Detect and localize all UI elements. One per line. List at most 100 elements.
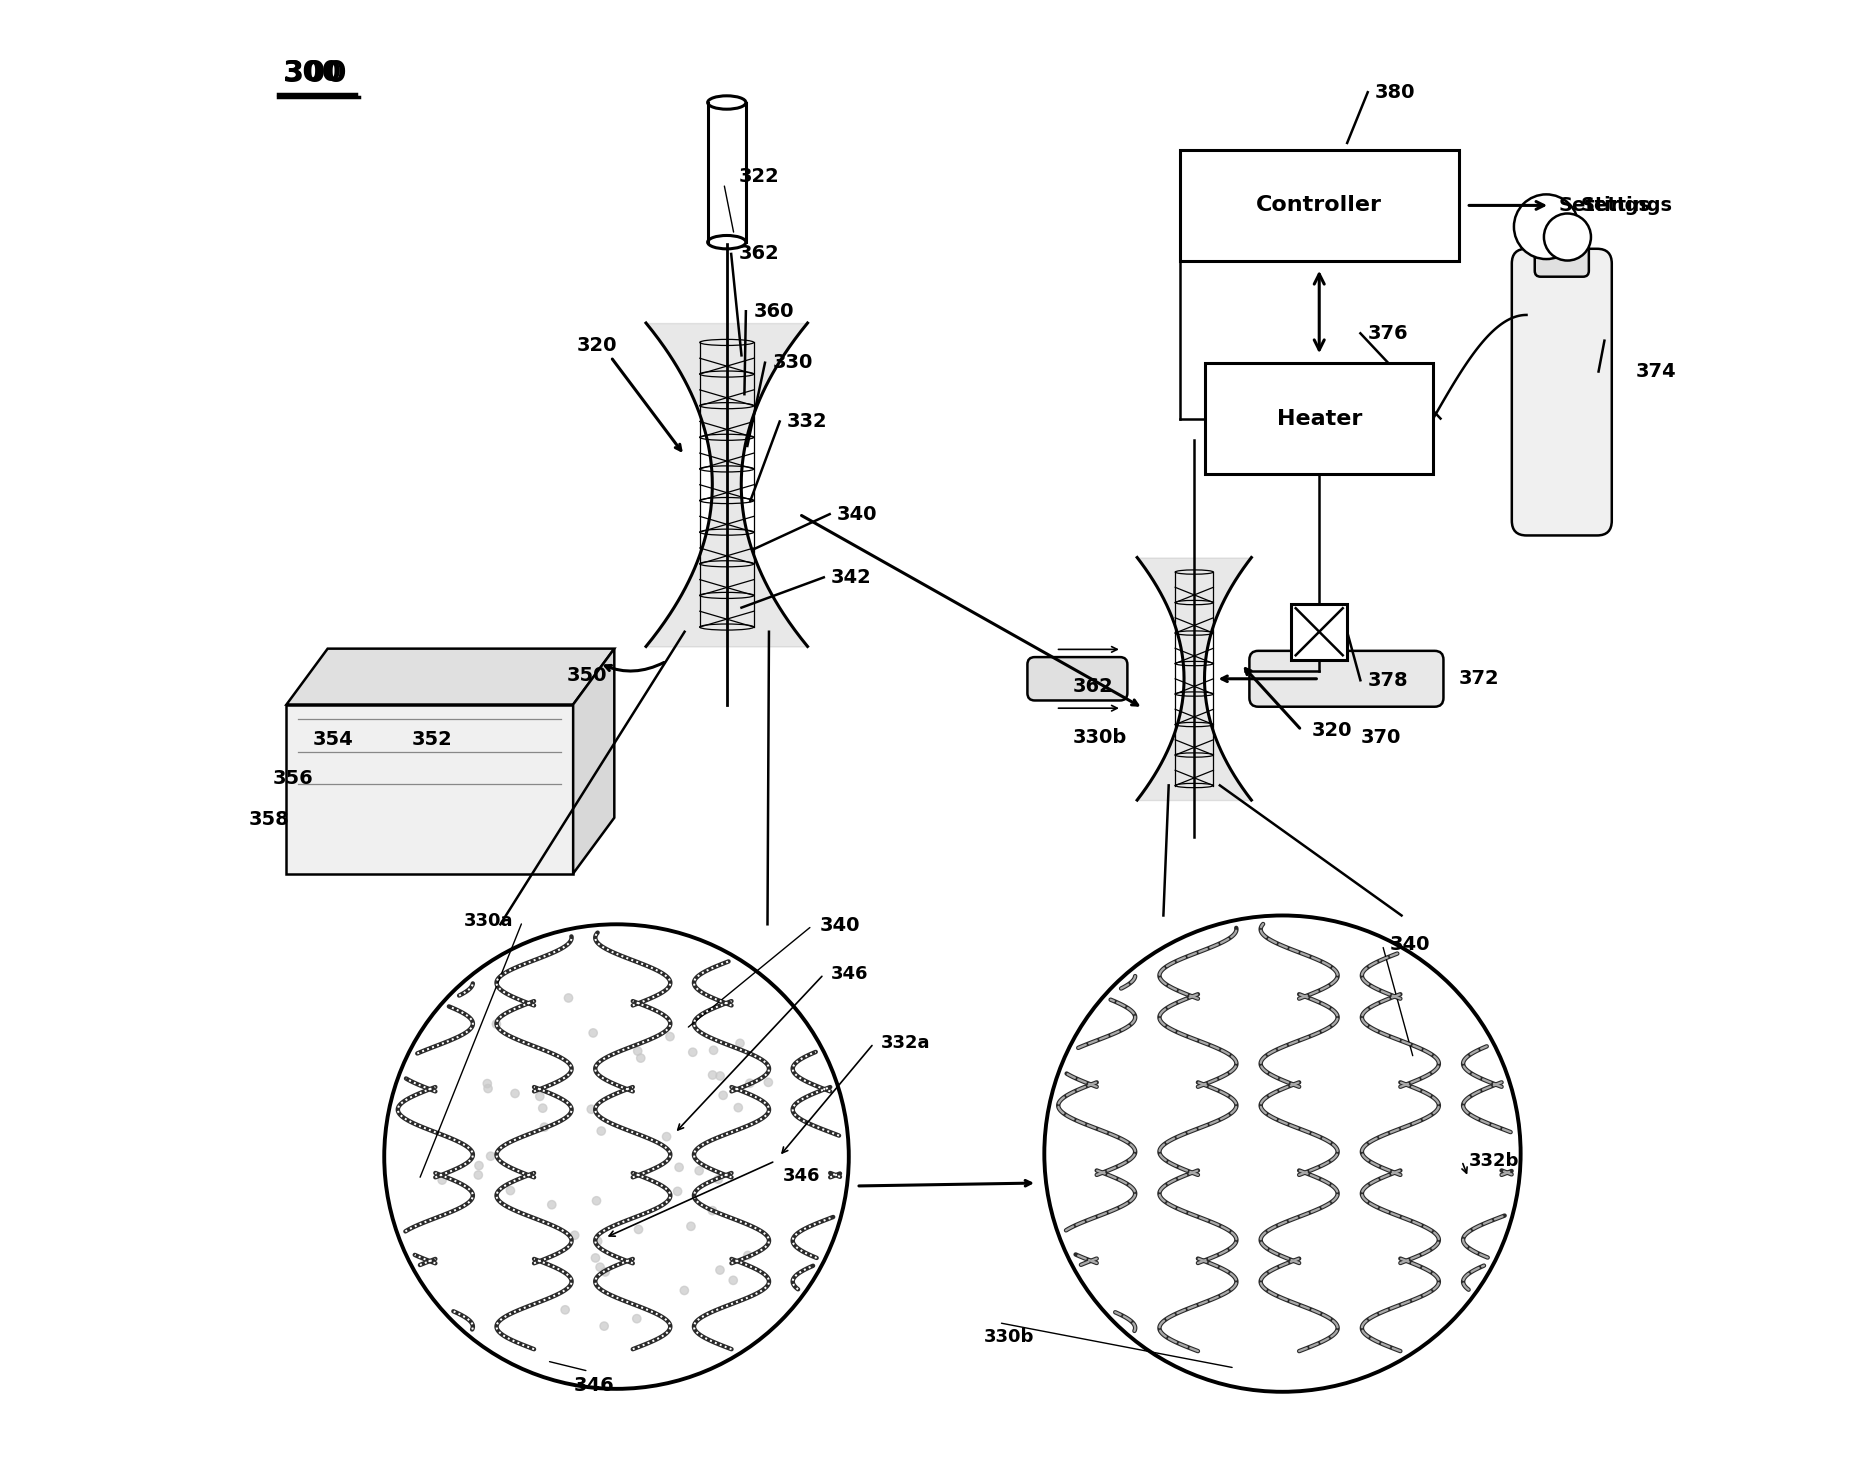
Circle shape xyxy=(637,1054,644,1063)
Text: 378: 378 xyxy=(1367,671,1408,690)
Circle shape xyxy=(661,1132,671,1141)
Text: 320: 320 xyxy=(577,335,616,355)
Text: 360: 360 xyxy=(753,301,794,321)
Text: 342: 342 xyxy=(832,568,871,586)
Text: 380: 380 xyxy=(1375,83,1414,102)
FancyBboxPatch shape xyxy=(1512,249,1611,536)
Text: 330: 330 xyxy=(772,353,813,372)
Circle shape xyxy=(710,1046,717,1055)
Circle shape xyxy=(672,1187,682,1196)
Circle shape xyxy=(483,1085,493,1092)
Circle shape xyxy=(506,1186,515,1195)
Circle shape xyxy=(597,1126,605,1135)
Circle shape xyxy=(715,1071,723,1080)
Circle shape xyxy=(680,1287,687,1294)
Circle shape xyxy=(745,1079,753,1088)
FancyBboxPatch shape xyxy=(1534,229,1588,276)
Circle shape xyxy=(714,1175,723,1183)
Circle shape xyxy=(588,1028,597,1037)
Text: 330b: 330b xyxy=(983,1328,1034,1346)
FancyBboxPatch shape xyxy=(1290,604,1347,660)
Circle shape xyxy=(719,1091,727,1100)
FancyBboxPatch shape xyxy=(1178,150,1457,261)
Text: 340: 340 xyxy=(837,505,877,524)
Text: Heater: Heater xyxy=(1276,408,1362,429)
Text: 374: 374 xyxy=(1635,362,1674,381)
FancyBboxPatch shape xyxy=(1204,364,1433,473)
Text: Settings: Settings xyxy=(1581,196,1673,215)
Circle shape xyxy=(592,1196,601,1205)
Polygon shape xyxy=(708,102,745,242)
Circle shape xyxy=(715,1266,723,1275)
FancyBboxPatch shape xyxy=(1026,657,1128,700)
Text: Controller: Controller xyxy=(1255,196,1382,215)
Circle shape xyxy=(633,1315,641,1322)
Text: 362: 362 xyxy=(738,245,779,264)
Circle shape xyxy=(539,1123,549,1131)
Circle shape xyxy=(560,1306,569,1313)
Text: 300: 300 xyxy=(283,58,347,88)
Text: 372: 372 xyxy=(1457,669,1498,689)
Circle shape xyxy=(708,1071,715,1079)
Circle shape xyxy=(633,1226,642,1233)
Circle shape xyxy=(592,1254,599,1261)
Circle shape xyxy=(729,1276,736,1285)
Circle shape xyxy=(538,1104,547,1113)
Circle shape xyxy=(734,1104,742,1112)
Circle shape xyxy=(686,1223,695,1230)
Text: 300: 300 xyxy=(283,59,341,88)
Circle shape xyxy=(493,1020,500,1028)
Polygon shape xyxy=(287,649,614,705)
Text: 358: 358 xyxy=(249,810,290,830)
Circle shape xyxy=(764,1079,772,1086)
Text: 340: 340 xyxy=(1390,935,1429,954)
Text: 350: 350 xyxy=(566,666,607,686)
Text: 330b: 330b xyxy=(1071,729,1126,746)
Text: 352: 352 xyxy=(412,730,453,748)
Text: 376: 376 xyxy=(1367,324,1408,343)
Circle shape xyxy=(474,1171,481,1180)
Circle shape xyxy=(474,1162,483,1169)
Circle shape xyxy=(564,994,573,1002)
Circle shape xyxy=(1543,214,1590,261)
Text: 332a: 332a xyxy=(880,1034,931,1052)
Text: 354: 354 xyxy=(313,730,352,748)
Ellipse shape xyxy=(708,96,745,110)
Circle shape xyxy=(674,1163,684,1171)
Circle shape xyxy=(1043,916,1519,1392)
Text: 322: 322 xyxy=(738,166,779,186)
Circle shape xyxy=(594,1238,601,1245)
Circle shape xyxy=(384,925,848,1389)
Text: 330a: 330a xyxy=(463,913,513,930)
Circle shape xyxy=(601,1267,609,1276)
Circle shape xyxy=(695,1166,702,1175)
Circle shape xyxy=(586,1106,596,1113)
Circle shape xyxy=(487,1152,494,1160)
Circle shape xyxy=(736,1039,744,1048)
Circle shape xyxy=(665,1033,674,1040)
Circle shape xyxy=(633,1046,642,1055)
Circle shape xyxy=(596,1263,603,1272)
Text: 370: 370 xyxy=(1360,729,1399,746)
Circle shape xyxy=(569,1232,579,1239)
Circle shape xyxy=(708,1206,715,1215)
Text: 346: 346 xyxy=(783,1166,820,1184)
FancyBboxPatch shape xyxy=(1249,651,1442,706)
Text: 320: 320 xyxy=(1311,721,1352,739)
Text: 346: 346 xyxy=(573,1376,614,1395)
Polygon shape xyxy=(287,705,573,874)
Text: 362: 362 xyxy=(1071,677,1113,696)
Text: 332b: 332b xyxy=(1468,1152,1519,1169)
Text: 346: 346 xyxy=(832,965,869,984)
Circle shape xyxy=(536,1092,543,1101)
Circle shape xyxy=(687,1048,697,1057)
Text: 356: 356 xyxy=(272,769,313,788)
Circle shape xyxy=(1513,194,1577,260)
Circle shape xyxy=(511,1089,519,1098)
Circle shape xyxy=(547,1201,556,1209)
Circle shape xyxy=(744,1251,751,1260)
Text: Settings: Settings xyxy=(1558,196,1650,215)
Circle shape xyxy=(438,1175,446,1184)
Text: 340: 340 xyxy=(819,916,860,935)
Circle shape xyxy=(599,1322,609,1330)
